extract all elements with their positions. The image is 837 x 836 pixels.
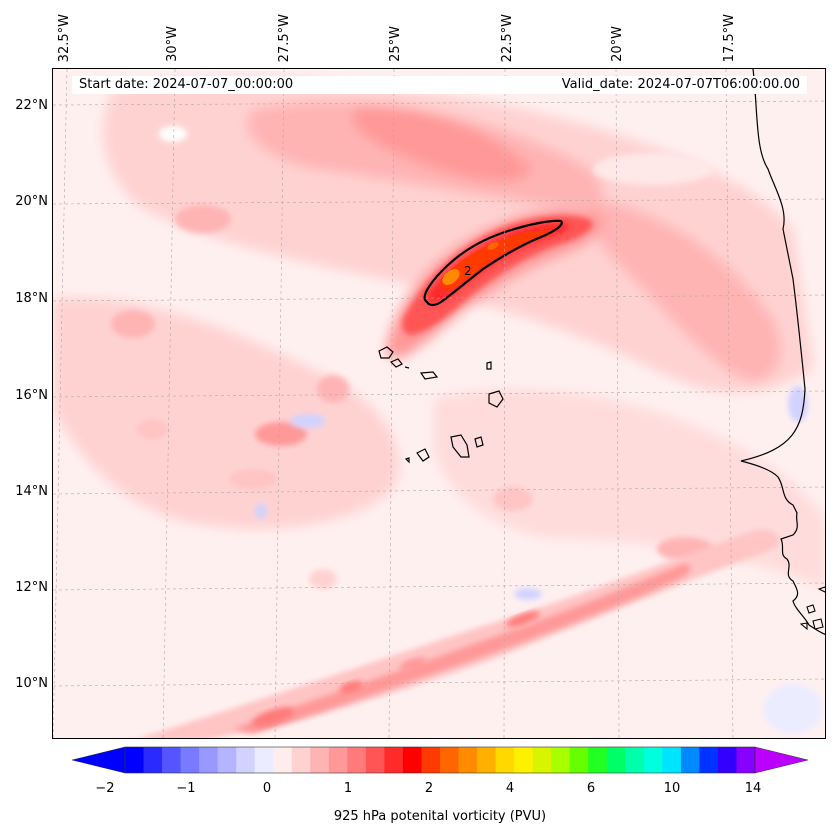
colorbar-cell: [143, 747, 163, 773]
cape-verde-islands: [378, 346, 504, 464]
colorbar-cell: [458, 747, 478, 773]
lon-label-20w: 20°W: [609, 26, 625, 62]
contour-label: 2: [464, 264, 472, 278]
colorbar-cell: [495, 747, 515, 773]
colorbar-extend-low: [71, 746, 126, 774]
lat-label-10n: 10°N: [15, 676, 48, 691]
cb-tick-10: 10: [663, 781, 681, 796]
pv-main-streak: 2: [386, 208, 604, 359]
lon-label-22-5w: 22.5°W: [499, 13, 515, 62]
cb-tick-neg1: −1: [176, 781, 196, 796]
colorbar-cell: [254, 747, 274, 773]
colorbar-cell: [236, 747, 256, 773]
colorbar-cell: [717, 747, 738, 773]
colorbar-cell: [365, 747, 386, 773]
colorbar: [71, 746, 809, 774]
colorbar-cell: [662, 747, 682, 773]
lat-label-12n: 12°N: [15, 580, 48, 595]
cb-tick-14: 14: [744, 781, 762, 796]
colorbar-cell: [180, 747, 200, 773]
colorbar-cell: [699, 747, 719, 773]
cb-tick-1: 1: [343, 781, 353, 796]
colorbar-cell: [440, 747, 460, 773]
lon-label-30w: 30°W: [164, 26, 180, 62]
colorbar-cell: [643, 747, 663, 773]
colorbar-cell: [402, 747, 423, 773]
lon-label-17-5w: 17.5°W: [721, 13, 737, 62]
colorbar-cell: [606, 747, 626, 773]
pv-negative-patches: [159, 126, 823, 734]
cb-tick-2: 2: [424, 781, 434, 796]
colorbar-cell: [736, 747, 756, 773]
colorbar-cells: [125, 747, 756, 773]
lat-label-18n: 18°N: [15, 291, 48, 306]
colorbar-label: 925 hPa potenital vorticity (PVU): [333, 809, 547, 824]
colorbar-cell: [199, 747, 219, 773]
lon-label-32-5w: 32.5°W: [56, 13, 72, 62]
west-africa-coastline: [740, 69, 825, 635]
colorbar-cell: [625, 747, 645, 773]
colorbar-cell: [514, 747, 534, 773]
colorbar-cell: [328, 747, 348, 773]
bijagos-islands: [799, 586, 825, 631]
colorbar-cell: [273, 747, 293, 773]
colorbar-cell: [588, 747, 608, 773]
colorbar-cell: [477, 747, 497, 773]
lon-label-25w: 25°W: [387, 26, 403, 62]
lat-label-16n: 16°N: [15, 388, 48, 403]
cb-tick-neg2: −2: [95, 781, 115, 796]
lat-label-20n: 20°N: [15, 194, 48, 209]
colorbar-cell: [551, 747, 571, 773]
colorbar-cell: [421, 747, 441, 773]
pv-southern-band: [139, 529, 780, 738]
lon-label-27-5w: 27.5°W: [276, 13, 292, 62]
cb-tick-6: 6: [586, 781, 596, 796]
colorbar-cell: [347, 747, 367, 773]
graticule: [53, 69, 825, 738]
colorbar-cell: [569, 747, 589, 773]
date-header: Start date: 2024-07-07_00:00:00 Valid_da…: [72, 76, 807, 94]
pv-field-svg: 2: [53, 69, 825, 738]
colorbar-frame: [124, 746, 756, 774]
valid-date-text: Valid_date: 2024-07-07T06:00:00.00: [561, 77, 800, 92]
cb-tick-0: 0: [262, 781, 272, 796]
colorbar-cell: [532, 747, 552, 773]
pv-map[interactable]: 2: [52, 68, 826, 739]
start-date-text: Start date: 2024-07-07_00:00:00: [79, 77, 294, 92]
colorbar-cell: [310, 747, 330, 773]
lat-label-22n: 22°N: [15, 98, 48, 113]
colorbar-cell: [162, 747, 182, 773]
pv-2-contour: [423, 219, 563, 307]
cb-tick-4: 4: [505, 781, 515, 796]
colorbar-cell: [291, 747, 311, 773]
colorbar-cell: [680, 747, 701, 773]
colorbar-cell: [125, 747, 145, 773]
colorbar-extend-high: [754, 746, 809, 774]
colorbar-cell: [384, 747, 404, 773]
colorbar-cell: [217, 747, 237, 773]
lat-label-14n: 14°N: [15, 484, 48, 499]
